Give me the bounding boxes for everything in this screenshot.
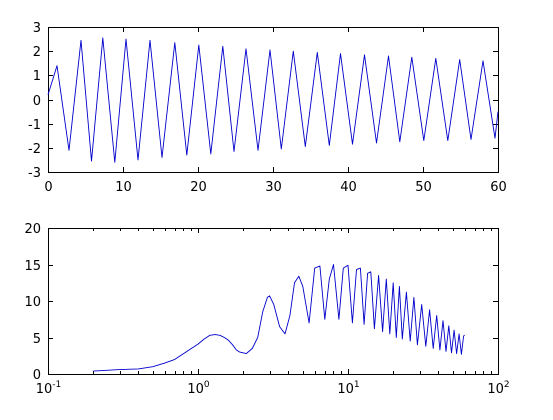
bottom-x-tick-label: 102 — [487, 380, 509, 397]
bottom-y-tick-label: 10 — [24, 295, 41, 310]
top-x-tick-label: 20 — [190, 180, 207, 195]
bottom-y-tick-label: 0 — [33, 368, 41, 383]
top-y-tick-label: 3 — [33, 21, 41, 36]
top-y-tick-label: -3 — [28, 166, 41, 181]
top-series-line-0 — [47, 37, 499, 163]
top-y-tick-label: -1 — [28, 118, 41, 133]
bottom-series-line-0 — [93, 264, 465, 372]
top-x-tick-label: 60 — [490, 180, 507, 195]
top-x-tick-label: 0 — [44, 180, 52, 195]
bottom-x-tick-label: 10-1 — [36, 380, 62, 397]
bottom-plot-frame — [48, 228, 499, 375]
bottom-y-tick-label: 15 — [24, 259, 41, 274]
plot-bottom: 0 5 10 15 20 10-1 100 101 102 — [24, 222, 509, 397]
top-x-tick-label: 40 — [340, 180, 357, 195]
bottom-x-tick-label: 101 — [337, 380, 359, 397]
bottom-y-tick-label: 20 — [24, 222, 41, 237]
bottom-y-tick-label: 5 — [33, 332, 41, 347]
top-y-tick-label: 1 — [33, 69, 41, 84]
top-x-tick-label: 10 — [115, 180, 132, 195]
bottom-x-tick-label: 100 — [187, 380, 210, 397]
top-x-tick-label: 30 — [265, 180, 282, 195]
top-x-tick-label: 50 — [415, 180, 432, 195]
top-y-tick-label: 0 — [33, 94, 41, 109]
top-y-tick-label: -2 — [28, 142, 41, 157]
top-y-tick-label: 2 — [33, 45, 41, 60]
